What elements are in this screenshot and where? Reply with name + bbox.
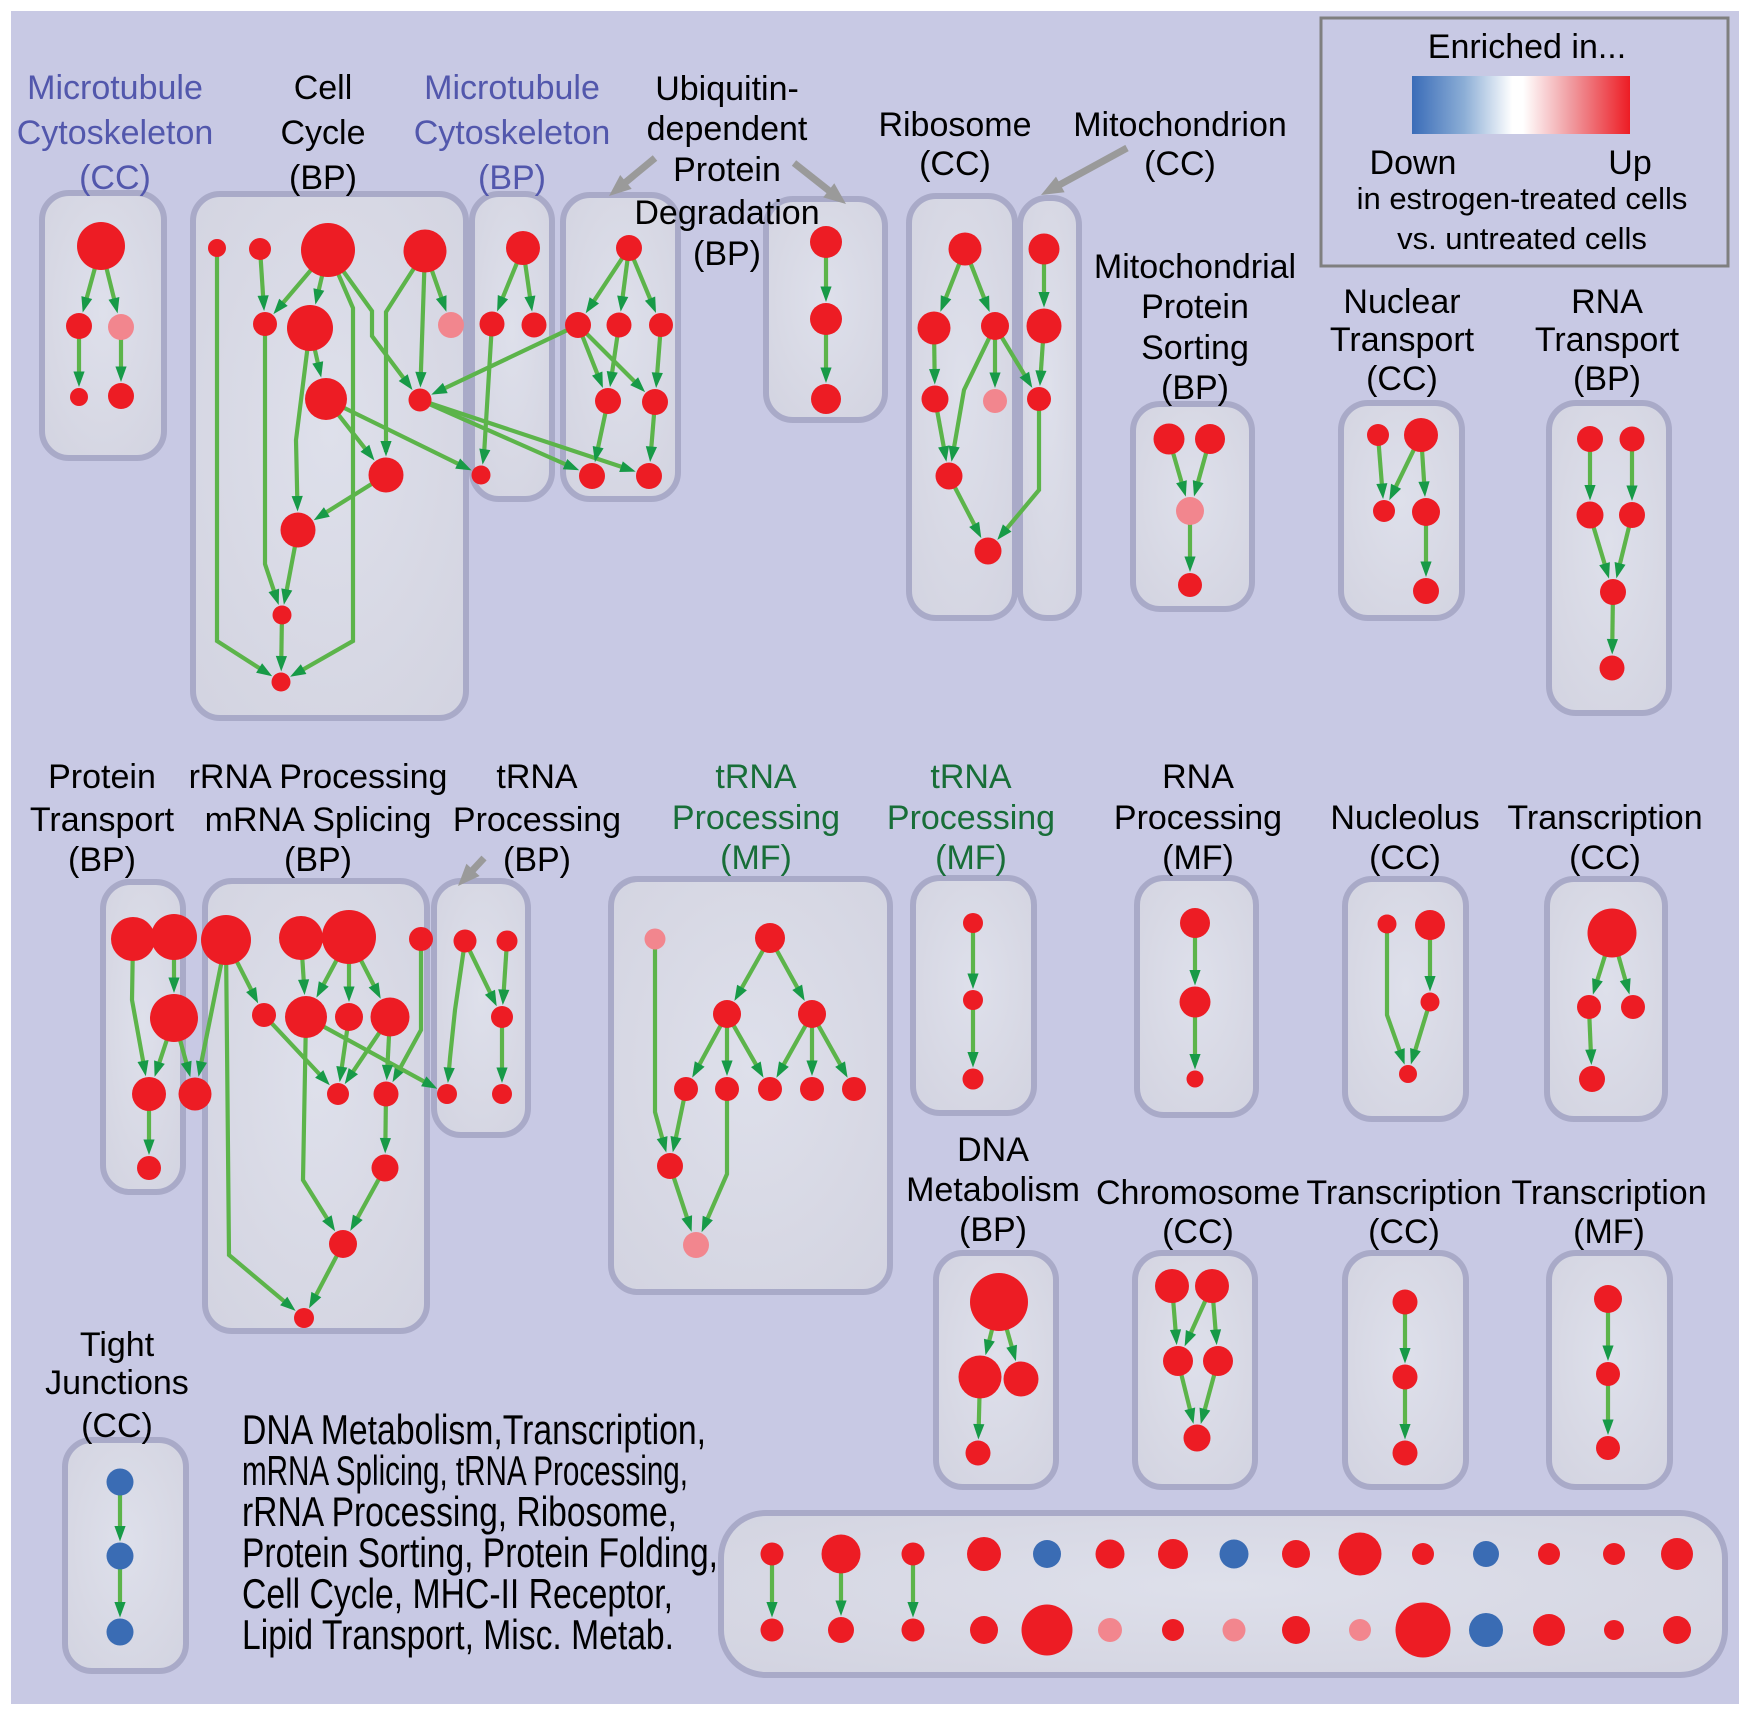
svg-text:(CC): (CC) — [79, 159, 151, 197]
svg-text:(BP): (BP) — [693, 235, 761, 273]
svg-text:Protein Sorting, Protein Foldi: Protein Sorting, Protein Folding, — [242, 1529, 718, 1576]
svg-text:(CC): (CC) — [1569, 839, 1641, 877]
svg-text:Mitochondrial: Mitochondrial — [1094, 248, 1296, 286]
svg-text:Processing: Processing — [1114, 799, 1282, 837]
svg-text:Enriched in...: Enriched in... — [1428, 28, 1626, 66]
svg-text:(BP): (BP) — [1573, 360, 1641, 398]
svg-text:mRNA Splicing: mRNA Splicing — [205, 801, 432, 839]
svg-text:Microtubule: Microtubule — [424, 69, 600, 107]
svg-text:(BP): (BP) — [1161, 369, 1229, 407]
svg-text:Protein: Protein — [48, 758, 156, 796]
svg-text:Nucleolus: Nucleolus — [1330, 799, 1479, 837]
svg-text:Sorting: Sorting — [1141, 329, 1249, 367]
svg-text:(CC): (CC) — [1369, 839, 1441, 877]
svg-text:Up: Up — [1608, 144, 1651, 182]
svg-text:Transport: Transport — [1330, 321, 1475, 359]
svg-text:mRNA Splicing, tRNA Processing: mRNA Splicing, tRNA Processing, — [242, 1447, 688, 1494]
svg-text:Protein: Protein — [1141, 288, 1249, 326]
svg-text:(BP): (BP) — [959, 1211, 1027, 1249]
svg-text:(BP): (BP) — [68, 841, 136, 879]
svg-text:Processing: Processing — [887, 799, 1055, 837]
svg-text:Mitochondrion: Mitochondrion — [1073, 106, 1287, 144]
svg-text:in estrogen-treated cells: in estrogen-treated cells — [1357, 181, 1688, 216]
svg-text:(CC): (CC) — [1366, 360, 1438, 398]
svg-text:DNA: DNA — [957, 1131, 1029, 1169]
svg-text:Cell Cycle, MHC-II Receptor,: Cell Cycle, MHC-II Receptor, — [242, 1570, 673, 1617]
svg-text:rRNA Processing, Ribosome,: rRNA Processing, Ribosome, — [242, 1488, 677, 1535]
svg-text:Degradation: Degradation — [634, 194, 819, 232]
svg-text:dependent: dependent — [647, 110, 808, 148]
svg-text:(BP): (BP) — [289, 159, 357, 197]
svg-text:(BP): (BP) — [478, 159, 546, 197]
svg-text:Transport: Transport — [1535, 321, 1680, 359]
svg-text:tRNA: tRNA — [496, 758, 578, 796]
svg-text:Junctions: Junctions — [45, 1364, 189, 1402]
svg-text:(CC): (CC) — [1144, 145, 1216, 183]
svg-text:Lipid Transport, Misc. Metab.: Lipid Transport, Misc. Metab. — [242, 1611, 674, 1658]
svg-text:Transcription: Transcription — [1511, 1174, 1706, 1212]
svg-text:rRNA Processing: rRNA Processing — [189, 758, 448, 796]
svg-text:tRNA: tRNA — [715, 758, 797, 796]
svg-text:Transport: Transport — [30, 801, 175, 839]
svg-text:Protein: Protein — [673, 151, 781, 189]
svg-text:Down: Down — [1370, 144, 1457, 182]
svg-text:RNA: RNA — [1571, 283, 1643, 321]
svg-text:Cell: Cell — [294, 69, 353, 107]
svg-text:(MF): (MF) — [1573, 1213, 1645, 1251]
svg-text:Nuclear: Nuclear — [1343, 283, 1460, 321]
svg-text:(MF): (MF) — [720, 839, 792, 877]
svg-text:(CC): (CC) — [1162, 1213, 1234, 1251]
svg-text:Ubiquitin-: Ubiquitin- — [655, 70, 799, 108]
svg-text:(CC): (CC) — [1368, 1213, 1440, 1251]
svg-text:Chromosome: Chromosome — [1096, 1174, 1300, 1212]
svg-text:(MF): (MF) — [1162, 839, 1234, 877]
svg-text:(CC): (CC) — [81, 1407, 153, 1445]
svg-text:(MF): (MF) — [935, 839, 1007, 877]
svg-text:Transcription: Transcription — [1306, 1174, 1501, 1212]
svg-text:vs. untreated cells: vs. untreated cells — [1397, 221, 1647, 256]
svg-text:Transcription: Transcription — [1507, 799, 1702, 837]
svg-text:Cycle: Cycle — [280, 114, 365, 152]
svg-text:Tight: Tight — [80, 1326, 155, 1364]
svg-text:Processing: Processing — [672, 799, 840, 837]
svg-text:(BP): (BP) — [503, 841, 571, 879]
svg-text:Processing: Processing — [453, 801, 621, 839]
svg-text:Cytoskeleton: Cytoskeleton — [414, 114, 611, 152]
svg-text:DNA Metabolism,Transcription,: DNA Metabolism,Transcription, — [242, 1406, 706, 1453]
svg-text:(BP): (BP) — [284, 841, 352, 879]
svg-text:Metabolism: Metabolism — [906, 1171, 1080, 1209]
svg-text:Microtubule: Microtubule — [27, 69, 203, 107]
svg-text:(CC): (CC) — [919, 145, 991, 183]
svg-text:Cytoskeleton: Cytoskeleton — [17, 114, 214, 152]
svg-text:RNA: RNA — [1162, 758, 1234, 796]
svg-text:Ribosome: Ribosome — [878, 106, 1031, 144]
svg-text:tRNA: tRNA — [930, 758, 1012, 796]
